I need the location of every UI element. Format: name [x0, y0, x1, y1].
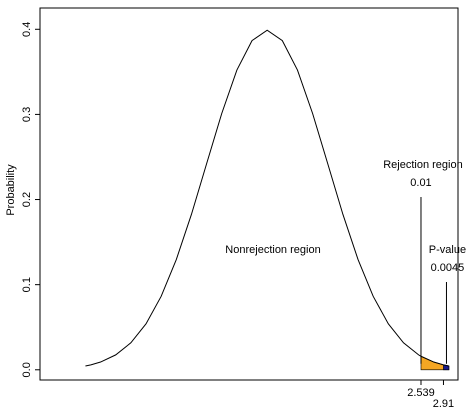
region-label: P-value [429, 244, 466, 256]
y-tick-label: 0.1 [21, 277, 33, 292]
y-tick-label: 0.3 [21, 107, 33, 122]
region-label: Rejection region [383, 159, 463, 171]
y-tick-label: 0.0 [21, 362, 33, 377]
y-axis-label: Probability [5, 164, 17, 216]
density-curve [85, 29, 450, 367]
y-tick-label: 0.2 [21, 192, 33, 207]
region-value: 0.01 [410, 177, 431, 189]
annotation: Nonrejection region [225, 244, 320, 256]
y-tick-label: 0.4 [21, 22, 33, 37]
region-value: 0.0045 [431, 262, 465, 274]
x-tick-label: 2.91 [433, 398, 454, 410]
plot-frame [39, 7, 459, 381]
x-tick-label: 2.539 [407, 387, 435, 399]
